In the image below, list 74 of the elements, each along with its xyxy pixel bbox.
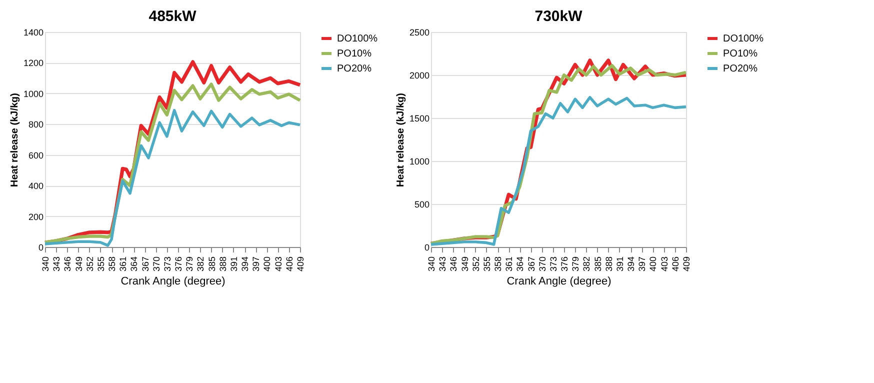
x-tick-label: 340: [426, 256, 436, 272]
y-tick-label: 1400: [23, 28, 44, 38]
x-tick-label: 403: [273, 256, 284, 272]
x-tick-label: 355: [96, 256, 106, 272]
x-tick-label: 382: [582, 256, 592, 272]
x-tick-label: 373: [548, 256, 558, 272]
x-tick-label: 340: [40, 256, 50, 272]
x-tick-label: 388: [604, 256, 614, 272]
x-axis-title: Crank Angle (degree): [506, 276, 612, 288]
y-tick-label: 0: [424, 242, 430, 252]
x-tick-label: 376: [174, 256, 184, 272]
x-tick-label: 370: [151, 256, 162, 272]
x-tick-label: 400: [648, 256, 658, 272]
y-tick-label: 800: [28, 120, 44, 130]
y-tick-label: 1000: [409, 156, 430, 166]
y-tick-label: 2500: [409, 28, 430, 38]
x-tick-label: 358: [107, 256, 118, 272]
x-tick-label: 346: [62, 256, 73, 272]
x-tick-label: 409: [296, 256, 306, 272]
x-tick-label: 397: [637, 256, 648, 272]
x-tick-label: 391: [228, 256, 239, 272]
x-tick-label: 382: [196, 256, 206, 272]
legend-label: PO20%: [723, 64, 758, 74]
x-tick-label: 367: [526, 256, 536, 272]
x-tick-label: 391: [614, 256, 625, 272]
y-axis-title: Heat release (kJ/kg): [395, 93, 406, 187]
x-tick-label: 358: [493, 256, 504, 272]
y-tick-label: 400: [28, 181, 44, 192]
x-tick-label: 385: [206, 256, 217, 272]
x-tick-label: 394: [240, 256, 250, 272]
chart-title: 485kW: [148, 8, 198, 25]
x-tick-label: 364: [515, 256, 526, 272]
x-tick-label: 367: [140, 256, 150, 272]
y-tick-label: 1000: [23, 88, 44, 99]
x-tick-label: 361: [504, 256, 514, 272]
y-tick-label: 1200: [23, 58, 44, 68]
x-tick-label: 370: [537, 256, 548, 272]
x-tick-label: 346: [448, 256, 459, 272]
x-tick-label: 343: [438, 256, 448, 272]
x-tick-label: 364: [129, 256, 140, 272]
x-tick-label: 343: [52, 256, 62, 272]
legend-label: DO100%: [723, 34, 764, 44]
y-tick-label: 500: [414, 200, 430, 210]
y-tick-label: 2000: [409, 70, 430, 80]
x-tick-label: 349: [460, 256, 470, 272]
legend-label: PO10%: [723, 48, 758, 60]
x-tick-label: 394: [626, 256, 636, 272]
x-tick-label: 403: [659, 256, 670, 272]
y-tick-label: 0: [38, 242, 44, 252]
x-tick-label: 379: [184, 256, 195, 272]
x-tick-label: 406: [670, 256, 680, 272]
legend-label: PO20%: [337, 64, 372, 74]
x-tick-label: 385: [592, 256, 603, 272]
y-tick-label: 200: [28, 212, 44, 222]
legend-label: DO100%: [337, 34, 378, 44]
x-axis-title: Crank Angle (degree): [120, 276, 226, 288]
y-axis-title: Heat release (kJ/kg): [9, 93, 20, 187]
x-tick-label: 361: [118, 256, 128, 272]
x-tick-label: 379: [570, 256, 581, 272]
chart-title: 730kW: [534, 8, 584, 25]
x-tick-label: 352: [84, 256, 95, 272]
x-tick-label: 400: [262, 256, 272, 272]
y-tick-label: 600: [28, 150, 44, 160]
x-tick-label: 409: [682, 256, 692, 272]
x-tick-label: 355: [482, 256, 492, 272]
x-tick-label: 406: [284, 256, 294, 272]
x-tick-label: 373: [162, 256, 172, 272]
x-tick-label: 349: [74, 256, 84, 272]
legend-label: PO10%: [337, 48, 372, 60]
x-tick-label: 352: [470, 256, 481, 272]
x-tick-label: 376: [560, 256, 570, 272]
x-tick-label: 397: [251, 256, 262, 272]
x-tick-label: 388: [218, 256, 228, 272]
y-tick-label: 1500: [409, 114, 430, 124]
